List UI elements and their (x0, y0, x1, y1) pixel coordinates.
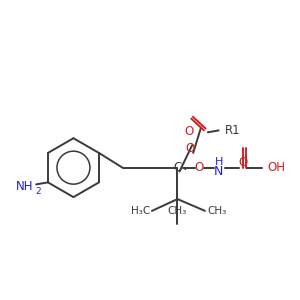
Text: 2: 2 (35, 187, 41, 196)
Text: R1: R1 (225, 124, 240, 137)
Text: ·: · (182, 163, 187, 178)
Text: O: O (186, 142, 195, 154)
Text: N: N (214, 165, 224, 178)
Text: O: O (238, 156, 248, 169)
Text: O: O (184, 125, 194, 139)
Text: H₃C: H₃C (131, 206, 150, 216)
Text: CH₃: CH₃ (207, 206, 226, 216)
Text: H: H (214, 157, 223, 167)
Text: C: C (173, 161, 181, 174)
Text: O: O (194, 161, 204, 174)
Text: NH: NH (16, 180, 33, 193)
Text: OH: OH (268, 161, 286, 174)
Text: CH₃: CH₃ (168, 206, 187, 216)
